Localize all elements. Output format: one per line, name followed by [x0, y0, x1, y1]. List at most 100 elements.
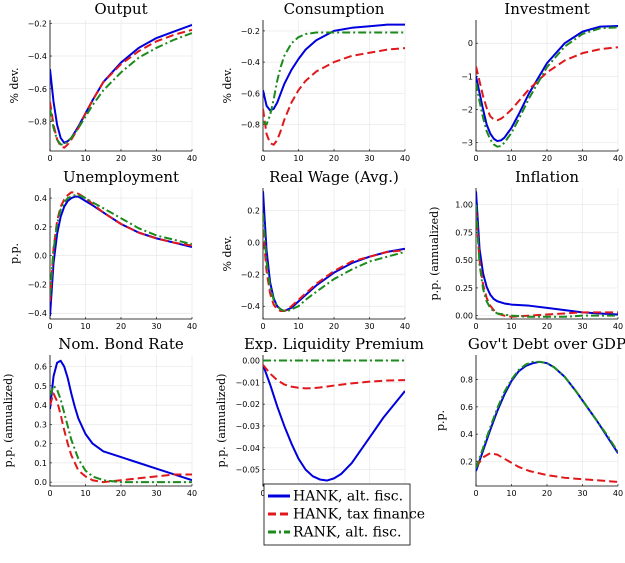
x-tick-label: 20 — [116, 489, 126, 498]
series-line-rank-alt-fisc — [476, 204, 618, 318]
y-tick-label: 0.2 — [247, 206, 260, 215]
y-tick-label: 0.0 — [34, 252, 47, 261]
x-tick-label: 20 — [116, 322, 126, 331]
y-axis-label: % dev. — [8, 68, 21, 104]
panel-real-wage-avg: Real Wage (Avg.) 0 10 20 30 40 −0.4 −0.2 0.0 0.2%… — [221, 168, 410, 331]
y-axis-label: p.p. — [8, 243, 21, 264]
x-tick-label: 30 — [151, 154, 161, 163]
series-line-hank-tax-finance — [476, 452, 618, 483]
series-line-rank-alt-fisc — [50, 384, 192, 484]
panel-title: Unemployment — [63, 168, 179, 186]
series-line-hank-tax-finance — [263, 364, 405, 390]
y-tick-label: −0.01 — [235, 378, 260, 387]
series-line-rank-alt-fisc — [476, 360, 618, 469]
y-tick-label: 0.4 — [460, 430, 473, 439]
series-line-hank-alt-fisc — [50, 23, 192, 144]
y-tick-label: −0.8 — [28, 118, 47, 127]
x-tick-label: 0 — [260, 154, 265, 163]
y-tick-label: 0.50 — [455, 256, 473, 265]
x-tick-label: 40 — [400, 322, 410, 331]
x-tick-label: 20 — [542, 322, 552, 331]
y-tick-label: −0.05 — [235, 466, 260, 475]
y-tick-label: −0.4 — [28, 309, 47, 318]
y-tick-label: −0.03 — [235, 422, 260, 431]
y-tick-label: −0.02 — [235, 400, 260, 409]
x-tick-label: 20 — [329, 322, 339, 331]
x-tick-label: 0 — [473, 154, 478, 163]
series-line-hank-tax-finance — [50, 392, 192, 484]
y-tick-label: 0.1 — [34, 459, 47, 468]
y-tick-label: −0.6 — [241, 89, 260, 98]
x-tick-label: 0 — [473, 322, 478, 331]
x-tick-label: 40 — [187, 154, 197, 163]
series-line-hank-alt-fisc — [476, 191, 618, 316]
x-tick-label: 10 — [80, 322, 90, 331]
x-tick-label: 30 — [364, 154, 374, 163]
y-tick-label: 1.00 — [455, 201, 473, 210]
y-tick-label: −0.4 — [241, 58, 260, 67]
panel-nom-bond-rate: Nom. Bond Rate 0 10 20 30 40 0.0 0.1 0.2 0.3 0.4 0.… — [2, 335, 197, 498]
x-tick-label: 10 — [293, 154, 303, 163]
x-tick-label: 10 — [506, 154, 516, 163]
y-tick-label: −1 — [461, 72, 473, 81]
y-tick-label: −2 — [461, 106, 473, 115]
x-tick-label: 20 — [329, 154, 339, 163]
y-tick-label: 0.5 — [34, 382, 47, 391]
y-tick-label: 0.6 — [34, 363, 47, 372]
y-tick-label: −0.8 — [241, 120, 260, 129]
panel-title: Consumption — [284, 0, 385, 18]
panel-consumption: Consumption 0 10 20 30 40 −0.8 −0.6 −0.4 −0.2 % de… — [221, 0, 410, 163]
y-tick-label: 0.4 — [34, 194, 47, 203]
y-tick-label: 0.3 — [34, 420, 47, 429]
y-tick-label: −0.2 — [28, 280, 47, 289]
series-line-hank-alt-fisc — [50, 359, 192, 482]
panel-title: Output — [94, 0, 147, 18]
y-tick-label: −0.2 — [241, 270, 260, 279]
y-tick-label: 0.75 — [455, 228, 473, 237]
y-tick-label: −0.4 — [241, 302, 260, 311]
y-tick-label: 0.4 — [34, 401, 47, 410]
panel-title: Nom. Bond Rate — [58, 335, 184, 353]
series-line-hank-tax-finance — [263, 229, 405, 313]
y-axis-label: p.p. (annualized) — [215, 374, 228, 468]
x-tick-label: 40 — [613, 154, 623, 163]
panel-title: Exp. Liquidity Premium — [244, 335, 424, 353]
x-tick-label: 10 — [80, 489, 90, 498]
series-line-rank-alt-fisc — [50, 32, 192, 146]
series-line-hank-tax-finance — [476, 46, 618, 122]
y-axis-label: % dev. — [221, 68, 234, 104]
y-tick-label: 0.6 — [460, 403, 473, 412]
panel-exp-liquidity-premium: Exp. Liquidity Premium010203040−0.05−0.0… — [215, 335, 424, 498]
x-tick-label: 20 — [542, 154, 552, 163]
x-tick-label: 10 — [80, 154, 90, 163]
x-tick-label: 10 — [293, 322, 303, 331]
panel-output: Output 0 10 20 30 40 −0.8 −0.6 −0.4 −0.2 % dev. — [8, 0, 197, 163]
x-tick-label: 30 — [577, 322, 587, 331]
panel-title: Inflation — [515, 168, 579, 186]
y-axis-label: % dev. — [221, 236, 234, 272]
x-tick-label: 30 — [151, 489, 161, 498]
panel-gov-t-debt-over-gdp: Gov't Debt over GDP 0 10 20 30 40 0.2 0.4 0.6 0.8… — [434, 335, 625, 498]
series-line-rank-alt-fisc — [476, 26, 618, 148]
y-tick-label: 0.0 — [247, 238, 260, 247]
x-tick-label: 0 — [260, 489, 265, 498]
x-tick-label: 30 — [577, 154, 587, 163]
x-tick-label: 10 — [506, 322, 516, 331]
legend-label-hank-alt-fisc: HANK, alt. fisc. — [293, 489, 403, 505]
panel-inflation: Inflation 0 10 20 30 40 0.00 0.25 0.50 0.75 1.00 p.… — [428, 168, 623, 331]
y-tick-label: −0.2 — [28, 19, 47, 28]
series-line-hank-alt-fisc — [476, 24, 618, 143]
x-tick-label: 0 — [260, 322, 265, 331]
x-tick-label: 40 — [187, 322, 197, 331]
y-tick-label: 0.2 — [34, 223, 47, 232]
y-tick-label: 0.0 — [34, 478, 47, 487]
y-tick-label: 0.2 — [460, 457, 473, 466]
x-tick-label: 0 — [47, 322, 52, 331]
y-tick-label: −0.6 — [28, 85, 47, 94]
series-line-hank-tax-finance — [476, 210, 618, 318]
panel-investment: Investment 0 10 20 30 40 −3 −2 −1 0 — [461, 0, 623, 163]
x-tick-label: 20 — [542, 489, 552, 498]
y-tick-label: −3 — [461, 139, 473, 148]
x-tick-label: 30 — [151, 322, 161, 331]
